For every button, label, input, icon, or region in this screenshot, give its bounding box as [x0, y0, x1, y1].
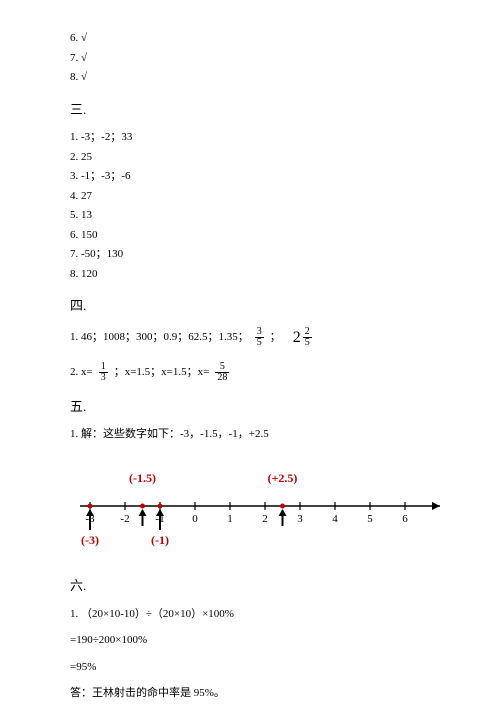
top-list: 6. √ 7. √ 8. √	[70, 30, 440, 86]
section-5-title: 五.	[70, 397, 440, 417]
list-item: 8. √	[70, 69, 440, 86]
fraction: 1 3	[99, 362, 108, 383]
svg-text:0: 0	[192, 513, 198, 525]
list-item: 4. 27	[70, 188, 440, 205]
whole-part: 2	[293, 329, 301, 346]
list-item: =95%	[70, 659, 440, 676]
list-item: 7. √	[70, 50, 440, 67]
section-6-body: 1. （20×10-10）÷（20×10）×100% =190÷200×100%…	[70, 606, 440, 702]
section-6-title: 六.	[70, 576, 440, 596]
section-4-line2: 2. x= 1 3 ；x=1.5；x=1.5；x= 5 28	[70, 362, 440, 383]
list-item: 6. 150	[70, 227, 440, 244]
denominator: 5	[303, 338, 312, 348]
list-item: 2. 25	[70, 149, 440, 166]
svg-text:(+2.5): (+2.5)	[268, 471, 298, 485]
number-line-svg: -3-2-10123456(-3)(-1.5)(-1)(+2.5)	[70, 461, 450, 551]
list-item: 6. √	[70, 30, 440, 47]
list-item: 3. -1；-3；-6	[70, 168, 440, 185]
denominator: 28	[215, 373, 229, 383]
text: ；x=1.5；x=1.5；x=	[114, 364, 210, 381]
section-5-line1: 1. 解：这些数字如下：-3，-1.5，-1，+2.5	[70, 426, 440, 443]
mixed-number: 2 2 5	[293, 326, 314, 350]
number-line-diagram: -3-2-10123456(-3)(-1.5)(-1)(+2.5)	[70, 461, 440, 557]
list-item: 5. 13	[70, 207, 440, 224]
svg-text:(-1.5): (-1.5)	[129, 471, 156, 485]
list-item: 1. （20×10-10）÷（20×10）×100%	[70, 606, 440, 623]
text: 1. 46；1008；300；0.9；62.5；1.35；	[70, 329, 249, 346]
list-item: =190÷200×100%	[70, 632, 440, 649]
list-item: 7. -50；130	[70, 246, 440, 263]
text: 2. x=	[70, 364, 93, 381]
list-item: 答：王林射击的命中率是 95%。	[70, 685, 440, 702]
section-3-title: 三.	[70, 100, 440, 120]
numerator: 5	[215, 362, 229, 373]
section-3-body: 1. -3；-2；33 2. 25 3. -1；-3；-6 4. 27 5. 1…	[70, 129, 440, 282]
svg-text:5: 5	[367, 513, 373, 525]
denominator: 5	[255, 338, 264, 348]
svg-text:(-3): (-3)	[81, 533, 99, 547]
text: ；	[270, 329, 281, 346]
svg-text:1: 1	[227, 513, 233, 525]
list-item: 8. 120	[70, 266, 440, 283]
svg-text:2: 2	[262, 513, 268, 525]
numerator: 1	[99, 362, 108, 373]
svg-text:(-1): (-1)	[151, 533, 169, 547]
fraction: 3 5	[255, 327, 264, 348]
list-item: 1. -3；-2；33	[70, 129, 440, 146]
section-4-line1: 1. 46；1008；300；0.9；62.5；1.35； 3 5 ； 2 2 …	[70, 326, 440, 350]
svg-text:4: 4	[332, 513, 338, 525]
denominator: 3	[99, 373, 108, 383]
svg-text:3: 3	[297, 513, 303, 525]
fraction: 5 28	[215, 362, 229, 383]
fraction: 2 5	[303, 327, 312, 348]
section-4-title: 四.	[70, 296, 440, 316]
svg-text:6: 6	[402, 513, 408, 525]
svg-text:-2: -2	[120, 513, 129, 525]
